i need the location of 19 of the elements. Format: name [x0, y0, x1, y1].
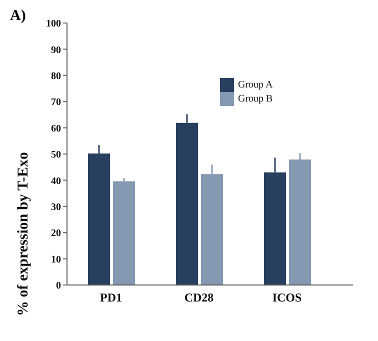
- legend-label: Group B: [238, 93, 273, 104]
- y-tick-label: 50: [51, 150, 61, 161]
- x-tick-label: ICOS: [272, 290, 302, 305]
- y-tick-label: 60: [51, 123, 61, 134]
- bar: [113, 181, 135, 285]
- x-tick-label: PD1: [100, 290, 122, 305]
- y-tick-label: 90: [51, 44, 61, 56]
- y-axis-title: % of expression by T-Exo: [15, 152, 32, 316]
- y-tick-label: 30: [51, 202, 61, 213]
- chart-title: A): [10, 8, 26, 25]
- y-tick-label: 10: [51, 254, 61, 266]
- y-tick-label: 20: [51, 228, 61, 240]
- x-tick-label: CD28: [184, 290, 214, 305]
- y-tick-label: 0: [56, 280, 61, 292]
- y-tick-label: 70: [51, 97, 61, 108]
- y-tick-label: 80: [51, 70, 61, 82]
- y-tick-label: 40: [51, 176, 61, 187]
- y-tick-label: 100: [46, 18, 61, 30]
- legend-label: Group A: [238, 79, 273, 90]
